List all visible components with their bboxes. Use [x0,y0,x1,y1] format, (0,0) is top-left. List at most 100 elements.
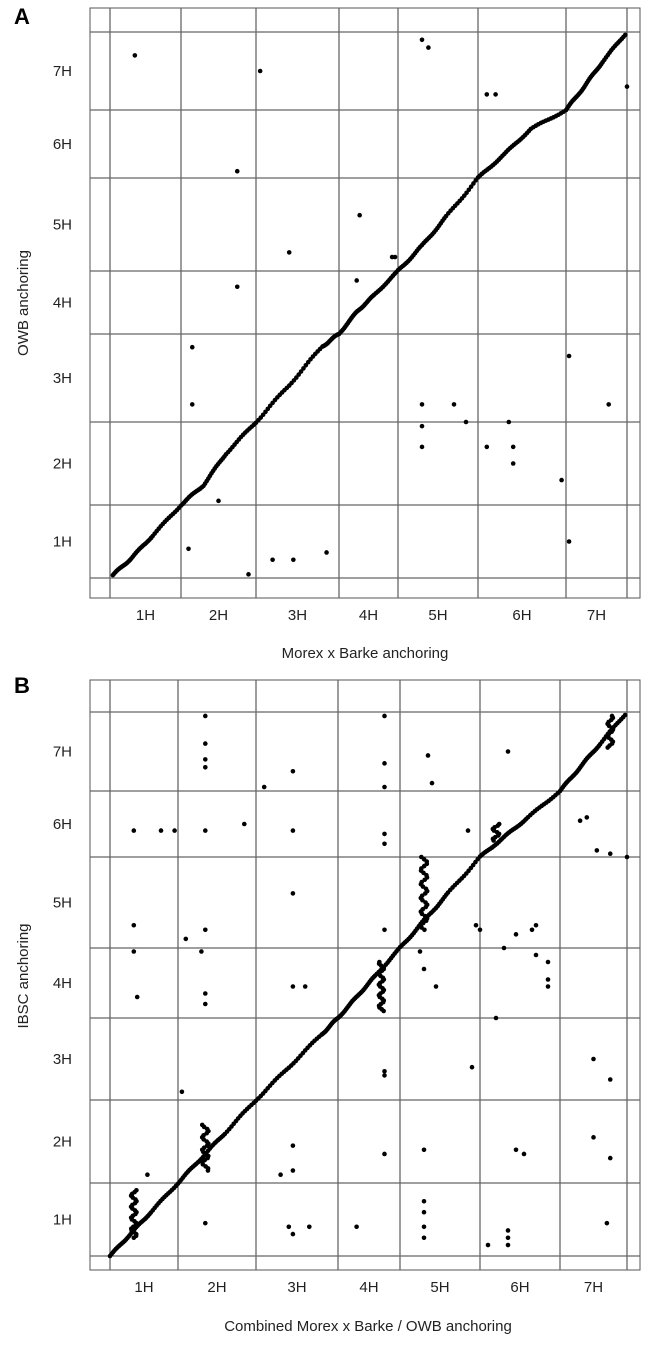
panel-b-diag-point [622,712,628,718]
panel-a-outlier-point [419,402,425,407]
panel-b-outlier-point [533,952,539,958]
panel-b-outlier-point [382,713,387,719]
panel-a-letter: A [14,4,30,29]
panel-a-outlier-point [419,37,425,43]
panel-a-outlier-point [419,423,425,429]
panel-b-outlier-point [421,1235,427,1241]
panel-a-outlier-point [354,278,360,283]
panel-b-outlier-point [183,936,189,942]
panel-b-cluster-point [199,1122,205,1128]
panel-a-outlier-point [189,402,195,407]
panel-b-outlier-point [172,828,177,833]
panel-a-outlier-point [216,498,221,504]
panel-b-outlier-point [290,1168,296,1173]
panel-b-outlier-point [505,1235,511,1241]
panel-b-outlier-point [501,945,507,951]
panel-b-outlier-point [421,1198,427,1204]
panel-b-outlier-point [505,1228,511,1233]
panel-b-outlier-point [307,1224,312,1230]
panel-a-ylabel: OWB anchoring [15,250,32,356]
panel-b-outlier-point [286,1224,292,1230]
panel-b-outlier-point [382,1151,387,1157]
panel-b-outlier-point [433,984,439,989]
panel-b-outlier-point [382,831,387,837]
panel-b-outlier-point [131,949,137,954]
panel-b-xtick-4H: 4H [359,1279,378,1296]
panel-a-outlier-point [510,461,516,466]
panel-b-outlier-point [158,828,164,833]
panel-b-outlier-point [429,780,435,786]
panel-b-xlabel: Combined Morex x Barke / OWB anchoring [224,1318,512,1335]
panel-b-xtick-6H: 6H [510,1279,529,1296]
panel-a-outlier-point [234,284,240,290]
panel-b-cluster-point [609,713,615,719]
panel-a-outlier-point [624,84,630,89]
panel-a-xtick-4H: 4H [359,607,378,624]
panel-b-outlier-point [290,984,296,989]
panel-b-outlier-point [242,821,247,827]
panel-a-ytick-3H: 3H [53,370,72,387]
panel-b-outlier-point [203,713,208,719]
panel-b-outlier-point [278,1172,283,1177]
panel-a-xtick-6H: 6H [512,607,531,624]
panel-b-ytick-7H: 7H [53,744,72,761]
panel-b-ylabel: IBSC anchoring [15,923,32,1028]
panel-b-xtick-2H: 2H [207,1279,226,1296]
panel-a-diag-point [622,32,628,38]
panel-b-ytick-1H: 1H [53,1212,72,1229]
panel-a-outlier-point [606,402,611,407]
panel-b-outlier-point [179,1089,185,1095]
panel-b-outlier-point [145,1172,150,1177]
panel-b-outlier-point [417,949,423,954]
panel-b-outlier-point [203,741,208,746]
panel-b-outlier-point [382,841,387,847]
panel-b-cluster-point [377,959,382,965]
panel-a-xtick-3H: 3H [288,607,307,624]
panel-b-outlier-point [505,749,511,754]
panel-b-ytick-6H: 6H [53,816,72,833]
panel-a-diag-point [301,366,306,371]
panel-a-plot: 1H 2H 3H 4H 5H 6H 7H 1H 2H 3H 4H 5H 6H 7H [53,8,640,624]
panel-a-outlier-point [463,419,469,425]
panel-b-outlier-point [591,1135,596,1140]
panel-b-outlier-point [545,959,551,965]
panel-b-plot: 1H 2H 3H 4H 5H 6H 7H 1H 2H 3H 4H 5H 6H 7H [53,680,640,1296]
panel-a-outlier-point [419,444,425,450]
panel-b-outlier-point [604,1220,610,1226]
panel-b-xtick-3H: 3H [287,1279,306,1296]
panel-a-xtick-2H: 2H [209,607,228,624]
panel-b-outlier-point [607,1077,613,1082]
panel-b-outlier-point [513,932,519,937]
panel-b-outlier-point [382,1069,387,1074]
panel-b-outlier-point [382,761,387,766]
panel-b-outlier-point [203,1001,208,1007]
panel-b-outlier-point [521,1151,527,1157]
panel-a-outlier-point [559,477,564,483]
panel-a-diag-point [471,181,476,186]
panel-a-ytick-1H: 1H [53,534,72,551]
panel-b-xtick-1H: 1H [134,1279,153,1296]
panel-b-outlier-point [421,1209,427,1215]
panel-b-outlier-point [529,927,535,933]
panel-b-outlier-point [493,1015,499,1021]
panel-a-ytick-6H: 6H [53,136,72,153]
panel-a-xlabel: Morex x Barke anchoring [282,645,449,662]
panel-b-frame [89,679,641,1271]
panel-a-outlier-point [510,444,516,450]
panel-a-outlier-point [291,557,296,563]
panel-a-outlier-point [186,546,191,552]
panel-a-ytick-7H: 7H [53,63,72,80]
panel-a-outlier-point [270,557,275,563]
panel-a-outlier-point [324,550,329,555]
panel-b-outlier-point [591,1056,596,1062]
panel-a-xtick-5H: 5H [428,607,447,624]
panel-b-outlier-point [290,1231,296,1237]
panel-a-ytick-4H: 4H [53,295,72,312]
panel-a-outlier-point [484,444,490,450]
panel-b-outlier-point [421,966,427,972]
panel-b-outlier-point [203,828,208,833]
panel-b-outlier-point [290,1143,296,1148]
panel-b-outlier-point [290,768,296,774]
panel-a-outlier-point [392,254,398,260]
